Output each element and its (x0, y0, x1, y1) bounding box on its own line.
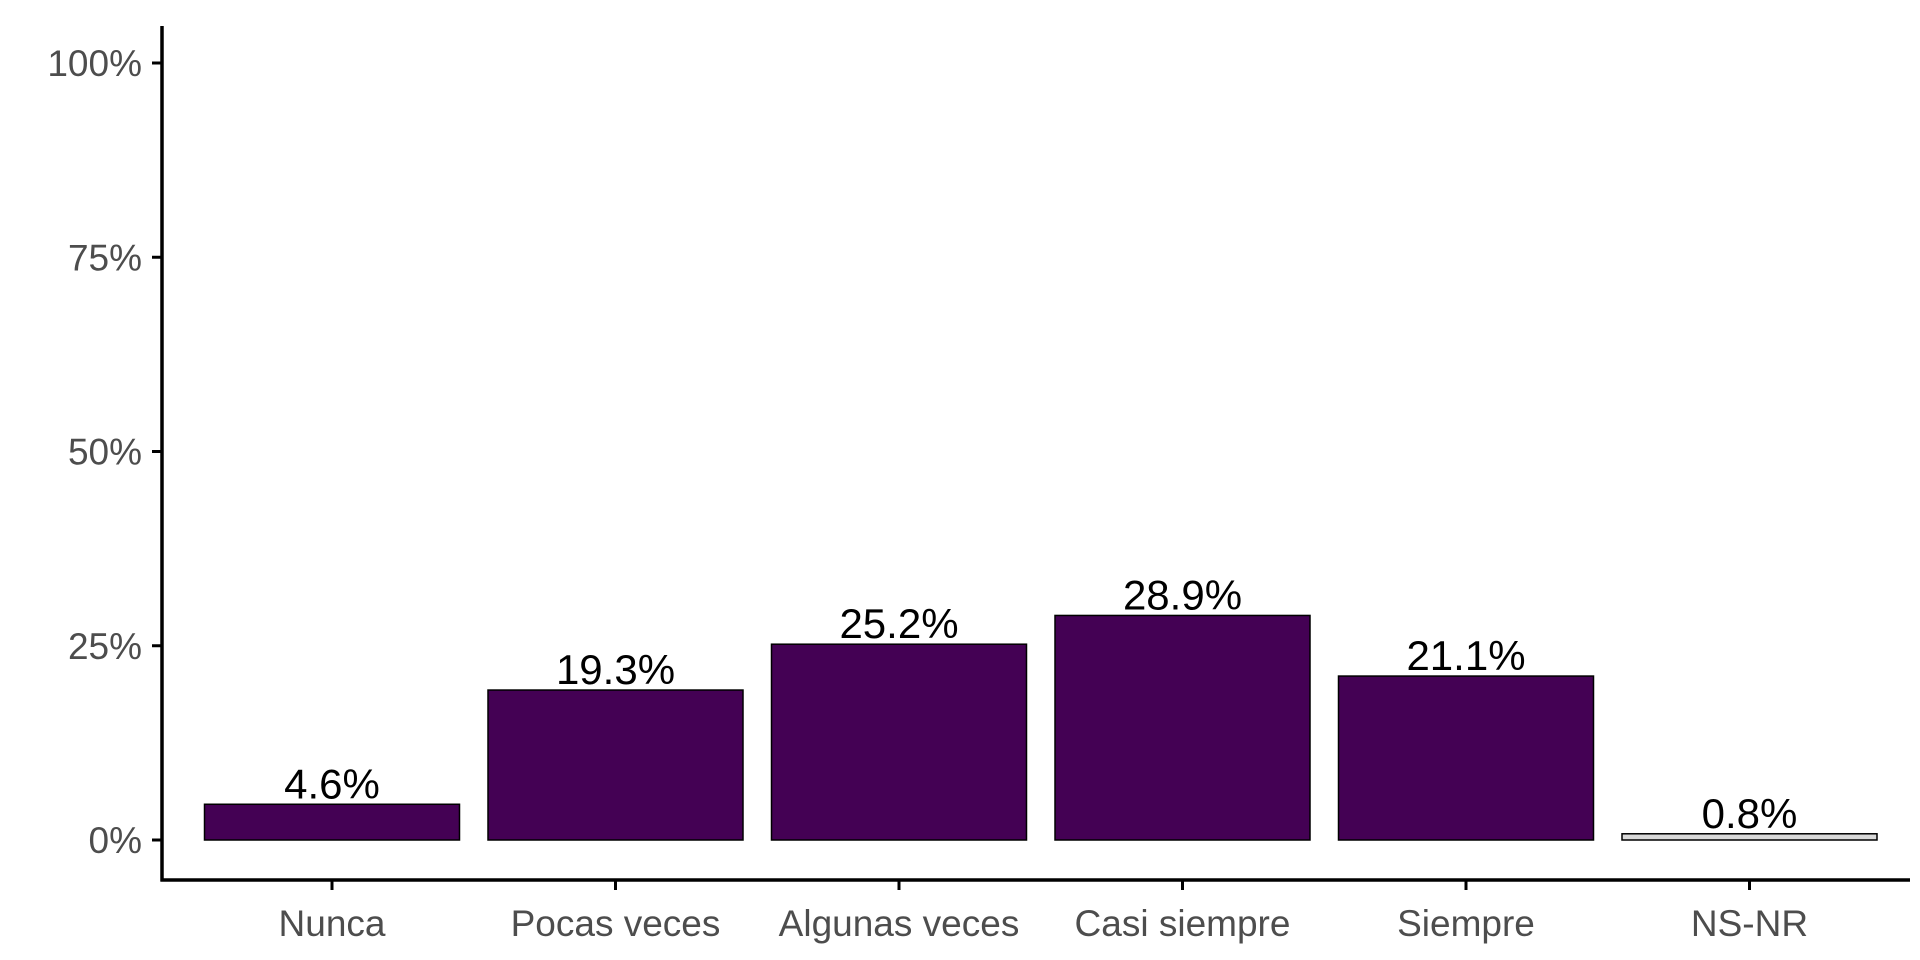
x-tick-label: Siempre (1397, 903, 1535, 944)
data-label-ns-nr: 0.8% (1702, 790, 1798, 837)
x-tick-label: NS-NR (1691, 903, 1808, 944)
x-tick-label: Nunca (279, 903, 386, 944)
data-label-casi-siempre: 28.9% (1123, 571, 1242, 618)
data-labels-layer: 4.6% 19.3% 25.2% 28.9% 21.1% 0.8% (284, 571, 1797, 836)
bar-algunas-veces (770, 643, 1028, 841)
axes-layer: 0% 25% 50% 75% 100% Nunca Pocas veces Algunas v… (47, 26, 1910, 944)
x-tick-label: Algunas veces (779, 903, 1020, 944)
bar-nunca (203, 803, 461, 841)
data-label-pocas-veces: 19.3% (556, 646, 675, 693)
data-label-nunca: 4.6% (284, 760, 380, 807)
bar-pocas-veces (487, 689, 744, 841)
data-label-siempre: 21.1% (1406, 632, 1525, 679)
bar-casi-siempre (1054, 614, 1311, 841)
x-tick-label: Pocas veces (511, 903, 721, 944)
y-tick-label: 100% (47, 43, 142, 84)
y-tick-label: 75% (68, 237, 142, 278)
bars-layer (203, 614, 1878, 841)
data-label-algunas-veces: 25.2% (839, 600, 958, 647)
y-tick-label: 25% (68, 626, 142, 667)
x-tick-label: Casi siempre (1075, 903, 1291, 944)
y-tick-label: 0% (89, 820, 142, 861)
bar-siempre (1337, 675, 1595, 841)
y-tick-label: 50% (68, 432, 142, 473)
bar-ns-nr (1621, 833, 1878, 841)
